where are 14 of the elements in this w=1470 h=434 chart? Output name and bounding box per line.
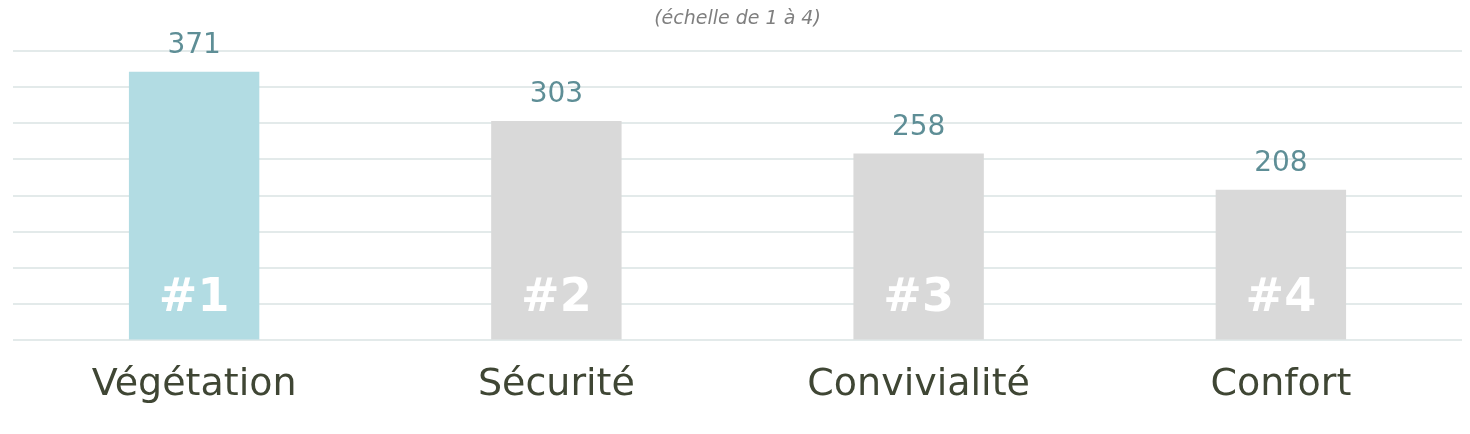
x-tick-label: Convivialité bbox=[807, 360, 1030, 405]
annotation: #1 bbox=[158, 268, 230, 323]
x-tick-label: Confort bbox=[1210, 360, 1352, 405]
data-label: 208 bbox=[1254, 145, 1308, 179]
x-tick-label: Sécurité bbox=[477, 360, 635, 405]
bar bbox=[128, 71, 260, 340]
bar bbox=[853, 153, 984, 340]
data-label: 303 bbox=[529, 76, 584, 110]
chart-subtitle: (échelle de 1 à 4) bbox=[654, 6, 821, 29]
bar bbox=[491, 121, 622, 340]
data-label: 371 bbox=[167, 27, 221, 61]
bar bbox=[1215, 189, 1347, 340]
data-label: 258 bbox=[891, 108, 946, 142]
x-tick-label: Végétation bbox=[91, 360, 297, 405]
